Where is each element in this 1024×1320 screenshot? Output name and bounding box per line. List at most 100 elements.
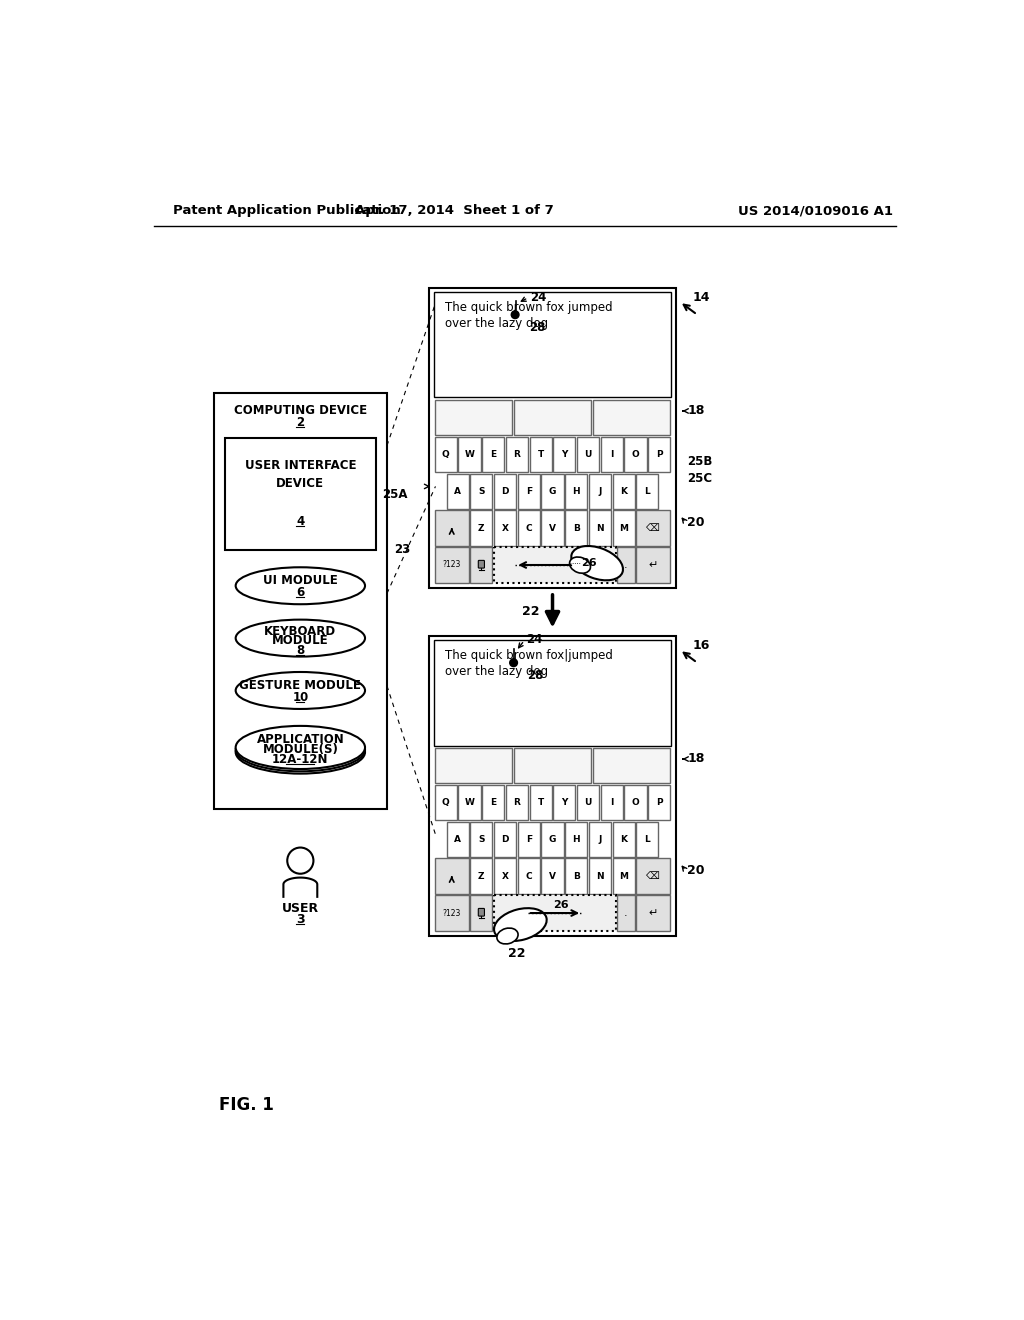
FancyBboxPatch shape (435, 858, 469, 894)
FancyBboxPatch shape (617, 895, 635, 931)
FancyBboxPatch shape (601, 437, 623, 473)
FancyBboxPatch shape (612, 511, 635, 545)
FancyBboxPatch shape (593, 748, 671, 783)
Text: 20: 20 (687, 865, 705, 878)
Text: E: E (490, 450, 497, 459)
FancyBboxPatch shape (636, 474, 658, 510)
FancyBboxPatch shape (636, 511, 671, 545)
Text: P: P (656, 797, 663, 807)
FancyBboxPatch shape (577, 437, 599, 473)
FancyBboxPatch shape (470, 548, 493, 582)
Text: 18: 18 (687, 752, 705, 766)
Text: over the lazy dog: over the lazy dog (444, 665, 548, 678)
Text: ⌫: ⌫ (646, 871, 660, 882)
Text: KEYBOARD: KEYBOARD (264, 624, 337, 638)
Text: F: F (525, 834, 531, 843)
Text: L: L (644, 487, 650, 496)
FancyBboxPatch shape (470, 895, 493, 931)
FancyBboxPatch shape (470, 858, 493, 894)
Text: GESTURE MODULE: GESTURE MODULE (240, 678, 361, 692)
FancyBboxPatch shape (636, 548, 671, 582)
FancyBboxPatch shape (565, 858, 588, 894)
Text: U: U (585, 450, 592, 459)
Text: J: J (598, 487, 602, 496)
FancyBboxPatch shape (494, 511, 516, 545)
Ellipse shape (236, 672, 365, 709)
Text: ↵: ↵ (648, 908, 658, 917)
Text: Y: Y (561, 797, 567, 807)
Text: A: A (455, 834, 461, 843)
FancyBboxPatch shape (589, 474, 611, 510)
Text: S: S (478, 834, 484, 843)
Text: E: E (490, 797, 497, 807)
Text: 16: 16 (692, 639, 710, 652)
Text: M: M (620, 871, 628, 880)
FancyBboxPatch shape (506, 784, 528, 820)
Text: S: S (478, 487, 484, 496)
Text: K: K (621, 487, 627, 496)
FancyBboxPatch shape (553, 437, 575, 473)
Text: Z: Z (478, 524, 484, 532)
Text: O: O (632, 450, 639, 459)
FancyBboxPatch shape (435, 784, 457, 820)
Text: MODULE(S): MODULE(S) (262, 743, 338, 756)
Text: R: R (513, 797, 520, 807)
Text: .: . (625, 560, 628, 570)
Text: 22: 22 (522, 605, 540, 618)
Ellipse shape (236, 730, 365, 774)
Polygon shape (511, 659, 517, 663)
FancyBboxPatch shape (612, 858, 635, 894)
FancyBboxPatch shape (514, 400, 591, 436)
Ellipse shape (571, 546, 623, 581)
Text: P: P (656, 450, 663, 459)
Text: UI MODULE: UI MODULE (263, 574, 338, 587)
FancyBboxPatch shape (612, 821, 635, 857)
Text: The quick brown fox|jumped: The quick brown fox|jumped (444, 648, 612, 661)
Text: Q: Q (442, 797, 450, 807)
Text: Patent Application Publication: Patent Application Publication (173, 205, 400, 218)
Text: 28: 28 (529, 321, 546, 334)
Text: US 2014/0109016 A1: US 2014/0109016 A1 (738, 205, 893, 218)
FancyBboxPatch shape (565, 821, 588, 857)
FancyBboxPatch shape (636, 821, 658, 857)
Text: 12A-12N: 12A-12N (272, 754, 329, 767)
Text: 22: 22 (508, 946, 525, 960)
Text: T: T (538, 797, 544, 807)
FancyBboxPatch shape (482, 437, 504, 473)
Text: W: W (465, 797, 474, 807)
Text: I: I (610, 797, 613, 807)
Text: T: T (538, 450, 544, 459)
Text: FIG. 1: FIG. 1 (219, 1097, 274, 1114)
Text: A: A (455, 487, 461, 496)
FancyBboxPatch shape (589, 821, 611, 857)
FancyBboxPatch shape (506, 437, 528, 473)
FancyBboxPatch shape (589, 511, 611, 545)
FancyBboxPatch shape (435, 400, 512, 436)
Ellipse shape (497, 928, 518, 944)
Text: Y: Y (561, 450, 567, 459)
Text: I: I (610, 450, 613, 459)
Text: 18: 18 (687, 404, 705, 417)
Text: USER INTERFACE
DEVICE: USER INTERFACE DEVICE (245, 459, 356, 490)
FancyBboxPatch shape (589, 858, 611, 894)
FancyBboxPatch shape (542, 821, 563, 857)
Ellipse shape (236, 619, 365, 656)
FancyBboxPatch shape (553, 784, 575, 820)
Text: 28: 28 (527, 668, 544, 681)
Text: ↵: ↵ (648, 560, 658, 570)
Text: USER: USER (282, 902, 318, 915)
Text: K: K (621, 834, 627, 843)
FancyBboxPatch shape (470, 511, 493, 545)
FancyBboxPatch shape (625, 784, 646, 820)
Text: 23: 23 (394, 543, 410, 556)
Text: 25A: 25A (382, 487, 408, 500)
FancyBboxPatch shape (429, 636, 676, 936)
Text: M: M (620, 524, 628, 532)
FancyBboxPatch shape (446, 821, 469, 857)
FancyBboxPatch shape (518, 821, 540, 857)
FancyBboxPatch shape (648, 784, 671, 820)
FancyBboxPatch shape (435, 437, 457, 473)
Text: D: D (502, 834, 509, 843)
Text: B: B (572, 524, 580, 532)
FancyBboxPatch shape (617, 548, 635, 582)
